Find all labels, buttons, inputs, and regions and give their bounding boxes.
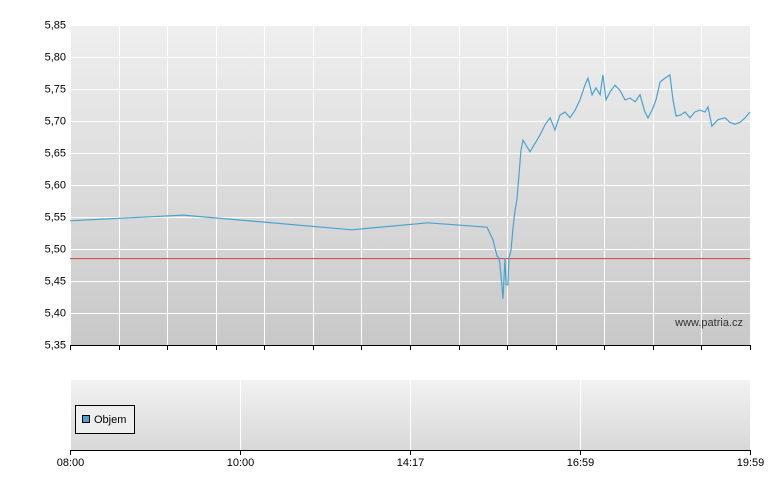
y-tick-label: 5,35 — [45, 339, 66, 351]
x-tick-label: 10:00 — [227, 457, 255, 469]
watermark: www.patria.cz — [674, 317, 743, 329]
legend-label: Objem — [94, 414, 126, 426]
x-tick-label: 14:17 — [397, 457, 425, 469]
y-tick-label: 5,70 — [45, 115, 66, 127]
y-tick-label: 5,50 — [45, 243, 66, 255]
x-tick-label: 16:59 — [567, 457, 595, 469]
y-tick-label: 5,85 — [45, 19, 66, 31]
y-tick-label: 5,65 — [45, 147, 66, 159]
y-tick-label: 5,75 — [45, 83, 66, 95]
x-tick-label: 19:59 — [737, 457, 765, 469]
y-tick-label: 5,55 — [45, 211, 66, 223]
x-tick-label: 08:00 — [57, 457, 85, 469]
grid — [70, 25, 751, 455]
y-tick-label: 5,40 — [45, 307, 66, 319]
y-tick-label: 5,60 — [45, 179, 66, 191]
plot — [69, 73, 751, 299]
legend-swatch — [82, 415, 90, 423]
y-tick-label: 5,80 — [45, 51, 66, 63]
price-line — [69, 73, 751, 299]
y-tick-label: 5,45 — [45, 275, 66, 287]
